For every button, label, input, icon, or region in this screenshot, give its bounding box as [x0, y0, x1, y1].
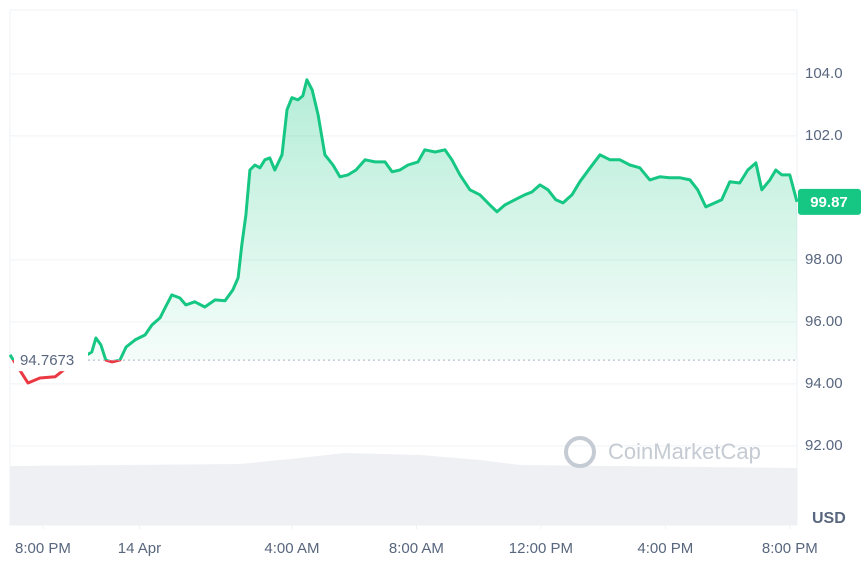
price-area: [10, 79, 797, 361]
y-tick-label: 104.0: [805, 65, 843, 82]
x-tick-label: 4:00 AM: [264, 540, 319, 557]
y-tick-label: 98.00: [805, 251, 843, 268]
watermark: CoinMarketCap: [564, 436, 761, 468]
x-tick-label: 8:00 AM: [389, 540, 444, 557]
baseline-label-bg: [14, 349, 88, 372]
price-line: [8, 78, 799, 361]
watermark-logo: [564, 436, 596, 468]
y-tick-label: 96.00: [805, 313, 843, 330]
watermark-text: CoinMarketCap: [608, 439, 761, 464]
last-price-badge: [798, 188, 861, 215]
last-price-label: 99.87: [810, 194, 848, 211]
volume-band: [10, 453, 797, 525]
x-tick-label: 12:00 PM: [509, 540, 573, 557]
x-tick-label: 4:00 PM: [637, 540, 693, 557]
x-tick-label: 8:00 PM: [762, 540, 818, 557]
baseline-label: 94.7673: [20, 352, 74, 369]
x-tick-label: 8:00 PM: [15, 540, 71, 557]
x-tick-label: 14 Apr: [118, 540, 161, 557]
currency-label: USD: [812, 510, 846, 527]
y-tick-label: 102.0: [805, 127, 843, 144]
y-tick-label: 92.00: [805, 437, 843, 454]
y-tick-label: 94.00: [805, 375, 843, 392]
